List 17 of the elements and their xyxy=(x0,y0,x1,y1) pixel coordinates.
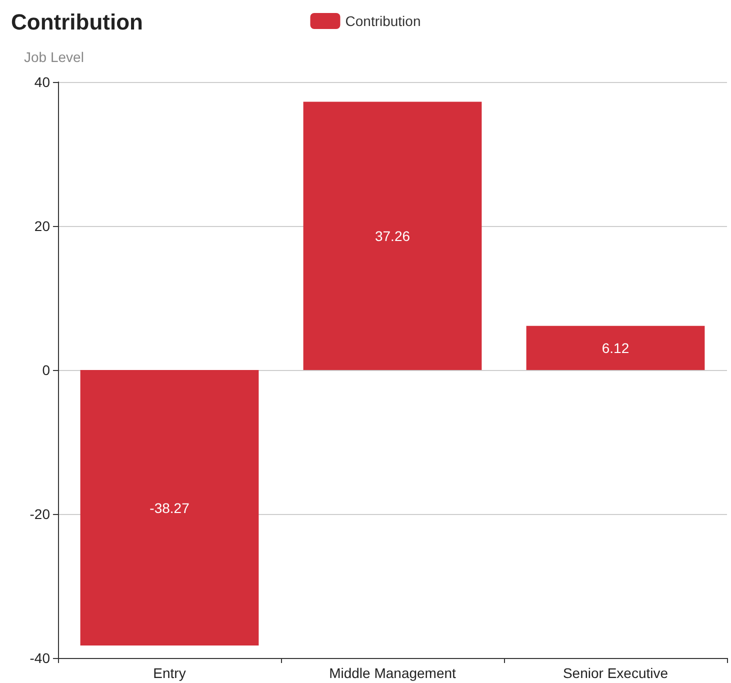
y-tick-label: 20 xyxy=(34,218,50,234)
x-tick-label: Entry xyxy=(153,665,186,681)
y-tick-label: 40 xyxy=(34,74,50,90)
x-tick-label: Middle Management xyxy=(329,665,456,681)
bar xyxy=(526,326,705,370)
bar xyxy=(303,102,482,370)
y-tick-label: -20 xyxy=(30,506,50,522)
chart-title: Contribution xyxy=(11,10,143,34)
y-axis-title: Job Level xyxy=(24,49,84,65)
y-tick-label: -40 xyxy=(30,650,50,666)
bar xyxy=(80,370,259,646)
data-label: 37.26 xyxy=(374,228,410,244)
data-label: -38.27 xyxy=(150,500,190,516)
legend-label: Contribution xyxy=(345,13,421,29)
x-tick-label: Senior Executive xyxy=(562,665,668,681)
y-tick-label: 0 xyxy=(42,362,50,378)
data-label: 6.12 xyxy=(602,340,630,356)
